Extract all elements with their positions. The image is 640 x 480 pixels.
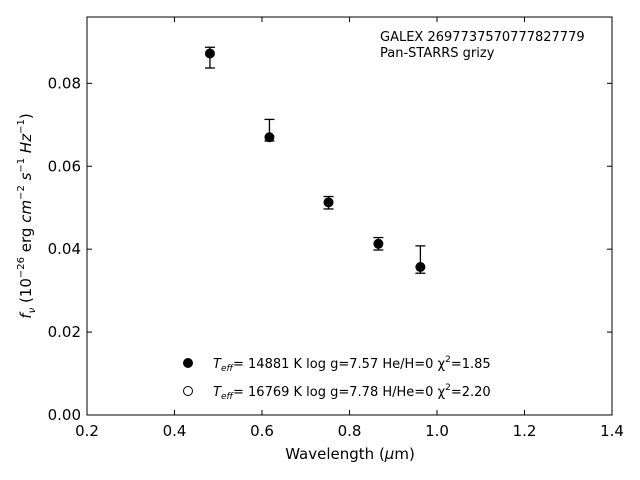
legend-entry-1: Teff= 14881 K log g=7.57 He/H=0 χ2=1.85 [213, 355, 491, 374]
axis-ticks: 0.2 0.4 0.6 0.8 1.0 1.2 1.4 0.00 0.02 0.04 0.06 0.0… [48, 17, 624, 440]
annotation-object: GALEX 2697737570777827779 [380, 30, 585, 45]
x-tick-label: 0.2 [75, 422, 99, 440]
data-point [264, 132, 275, 143]
y-tick-label: 0.04 [48, 240, 81, 258]
plot-frame [86, 16, 613, 416]
y-tick-label: 0.06 [48, 157, 81, 175]
y-tick-label: 0.00 [48, 406, 81, 424]
y-tick-label: 0.02 [48, 323, 81, 341]
legend-entry-2: Teff= 16769 K log g=7.78 H/He=0 χ2=2.20 [213, 383, 491, 402]
legend-marker-filled [183, 358, 193, 368]
annotation-survey: Pan-STARRS grizy [380, 46, 495, 61]
x-tick-label: 1.0 [425, 422, 449, 440]
model-points [204, 48, 426, 272]
x-tick-label: 1.4 [600, 422, 624, 440]
x-tick-label: 1.2 [513, 422, 537, 440]
data-point [415, 261, 426, 272]
y-axis-label: fν (10−26 erg cm−2 s−1 Hz−1) [16, 113, 38, 318]
x-tick-label: 0.6 [250, 422, 274, 440]
legend-marker-open [183, 386, 193, 396]
legend: Teff= 14881 K log g=7.57 He/H=0 χ2=1.85 … [183, 355, 491, 402]
x-axis-label: Wavelength (μm) [285, 445, 415, 463]
data-point [204, 48, 215, 59]
x-tick-label: 0.8 [338, 422, 362, 440]
data-point [373, 238, 384, 249]
data-point [323, 197, 334, 208]
y-tick-label: 0.08 [48, 74, 81, 92]
x-tick-label: 0.4 [163, 422, 187, 440]
errorbar-series [204, 46, 426, 274]
